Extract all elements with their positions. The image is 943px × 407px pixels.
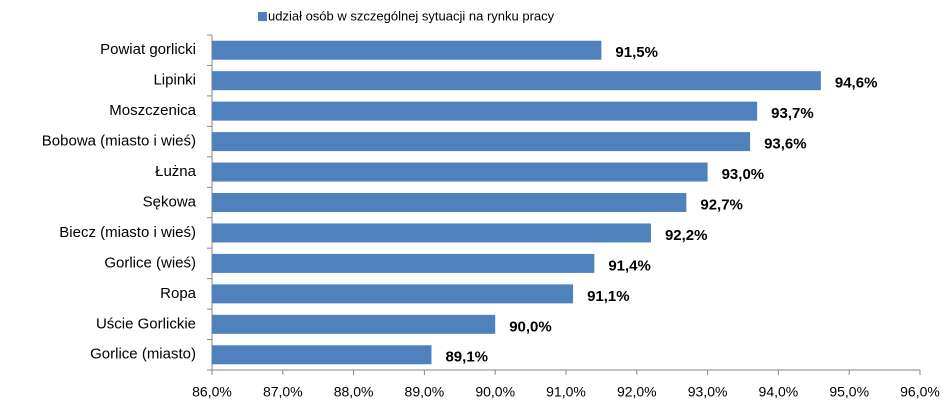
value-label: 90,0% [509,318,552,335]
y-tick-label: Powiat gorlicki [100,41,196,58]
x-tick-label: 90,0% [475,384,515,400]
y-tick-label: Moszczenica [109,102,196,119]
x-tick-label: 93,0% [688,384,728,400]
bar [212,223,651,243]
y-tick-label: Biecz (miasto i wieś) [59,224,196,241]
legend-label: udział osób w szczególnej sytuacji na ry… [268,8,555,23]
value-label: 91,5% [615,44,658,61]
bar [212,101,758,121]
bar [212,314,496,334]
value-label: 92,7% [700,196,743,213]
y-tick-label: Bobowa (miasto i wieś) [42,133,196,150]
y-tick-label: Uście Gorlickie [96,315,196,332]
value-label: 94,6% [835,75,878,92]
y-tick-label: Lipinki [153,72,196,89]
value-label: 89,1% [445,349,488,366]
legend-swatch [258,12,267,21]
y-tick-label: Gorlice (miasto) [90,346,196,363]
value-label: 93,0% [722,166,765,183]
bar [212,40,602,60]
bar [212,132,751,152]
x-tick-label: 95,0% [829,384,869,400]
x-tick-label: 91,0% [546,384,586,400]
bar [212,71,821,91]
x-tick-label: 96,0% [900,384,940,400]
value-label: 92,2% [665,227,708,244]
value-label: 91,4% [608,257,651,274]
y-tick-label: Łużna [155,163,197,180]
bar [212,284,574,304]
value-label: 93,6% [764,136,807,153]
x-tick-label: 86,0% [192,384,232,400]
bar [212,253,595,273]
bar [212,193,687,212]
y-tick-label: Ropa [160,285,197,302]
x-tick-label: 94,0% [759,384,799,400]
y-tick-label: Sękowa [143,193,197,210]
bar [212,345,432,365]
x-tick-label: 88,0% [334,384,374,400]
x-tick-label: 92,0% [617,384,657,400]
y-tick-label: Gorlice (wieś) [104,254,196,271]
value-label: 93,7% [771,105,814,122]
x-tick-label: 87,0% [263,384,303,400]
bar [212,162,708,182]
value-label: 91,1% [587,288,630,305]
x-tick-label: 89,0% [405,384,445,400]
